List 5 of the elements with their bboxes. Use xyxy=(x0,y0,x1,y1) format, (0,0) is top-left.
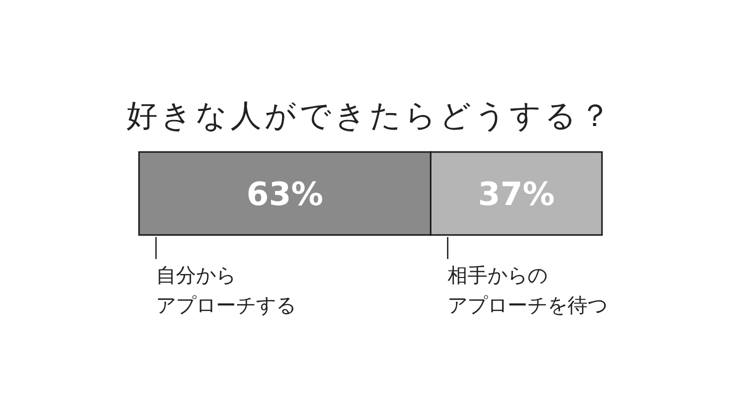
data-label: 37% xyxy=(478,175,555,214)
chart-title: 好きな人ができたらどうする？ xyxy=(126,98,614,134)
data-label: 63% xyxy=(246,175,324,214)
legend-label: 相手からのアプローチを待つ xyxy=(448,263,608,317)
legend-label: 自分からアプローチする xyxy=(156,263,296,317)
